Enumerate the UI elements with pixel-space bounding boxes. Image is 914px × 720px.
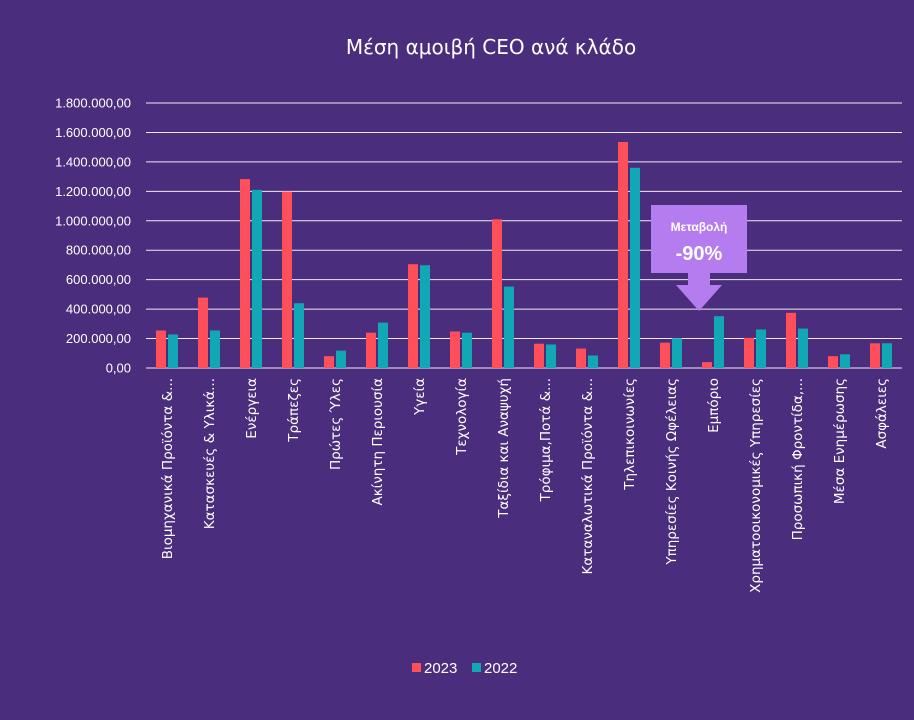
- bar-2022: [336, 350, 346, 368]
- callout-arrow: [676, 273, 722, 311]
- y-tick-label: 1.400.000,00: [55, 154, 131, 169]
- bar-2023: [492, 219, 502, 368]
- bar-2022: [672, 338, 682, 368]
- bar-2022: [210, 330, 220, 368]
- x-tick-label: Τηλεπικοινωνίες: [622, 378, 638, 491]
- bar-2023: [618, 142, 628, 368]
- bar-2023: [702, 362, 712, 368]
- x-tick-label: Εμπόριο: [706, 378, 722, 433]
- x-tick-label: Καταναλωτικά Προϊόντα &...: [580, 378, 596, 574]
- y-tick-label: 1.600.000,00: [55, 125, 131, 140]
- bar-2022: [462, 332, 472, 368]
- y-tick-label: 0,00: [106, 361, 131, 376]
- y-tick-label: 400.000,00: [66, 302, 131, 317]
- x-tick-label: Τεχνολογία: [454, 378, 470, 456]
- bar-2022: [588, 355, 598, 368]
- bar-2022: [798, 328, 808, 368]
- bar-2022: [630, 167, 640, 368]
- bar-2022: [168, 334, 178, 368]
- x-axis-labels: Βιομηχανικά Προϊόντα &... Κατασκευές & Υλ…: [160, 378, 890, 593]
- y-tick-label: 800.000,00: [66, 243, 131, 258]
- callout-box: [651, 205, 747, 273]
- bar-2022: [756, 329, 766, 368]
- bar-2023: [828, 356, 838, 368]
- x-tick-label: Βιομηχανικά Προϊόντα &...: [160, 378, 176, 559]
- bar-2022: [252, 189, 262, 368]
- bar-2023: [534, 343, 544, 368]
- bar-2023: [450, 331, 460, 368]
- chart-title: Μέση αμοιβή CEO ανά κλάδο: [346, 35, 636, 59]
- x-tick-label: Ακίνητη Περιουσία: [370, 378, 386, 506]
- y-tick-label: 200.000,00: [66, 331, 131, 346]
- x-tick-label: Πρώτες Ύλες: [328, 378, 344, 470]
- bar-2023: [324, 356, 334, 368]
- bar-2022: [840, 354, 850, 368]
- legend-label: 2023: [424, 660, 457, 677]
- change-callout: Μεταβολή -90%: [651, 205, 747, 311]
- bar-2023: [366, 332, 376, 368]
- x-tick-label: Τράπεζες: [286, 378, 302, 443]
- callout-value: -90%: [676, 243, 723, 265]
- bars: [156, 142, 892, 368]
- gridlines: [146, 102, 902, 369]
- legend-swatch-2023: [412, 663, 421, 672]
- x-tick-label: Υπηρεσίες Κοινής Ωφέλειας: [664, 378, 680, 566]
- bar-2022: [504, 286, 514, 368]
- bar-2023: [156, 330, 166, 368]
- y-tick-label: 1.000.000,00: [55, 213, 131, 228]
- x-tick-label: Ταξίδια και Αναψυχή: [496, 378, 512, 519]
- y-axis-ticks: 0,00 200.000,00 400.000,00 600.000,00 800.00…: [55, 96, 131, 376]
- bar-2022: [378, 322, 388, 368]
- x-tick-label: Υγεία: [412, 378, 428, 416]
- x-tick-label: Τρόφιμα,Ποτά &...: [538, 378, 554, 502]
- legend: 2023 2022: [412, 660, 517, 677]
- bar-2022: [546, 344, 556, 368]
- bar-2022: [420, 265, 430, 368]
- bar-2023: [408, 264, 418, 368]
- y-tick-label: 1.200.000,00: [55, 184, 131, 199]
- x-tick-label: Ενέργεια: [244, 378, 260, 439]
- legend-swatch-2022: [472, 663, 481, 672]
- bar-2023: [660, 342, 670, 368]
- bar-2022: [882, 343, 892, 368]
- bar-2023: [282, 191, 292, 368]
- x-tick-label: Προσωπική Φροντίδα,...: [790, 378, 806, 540]
- x-tick-label: Ασφάλειες: [874, 378, 890, 449]
- bar-2023: [744, 337, 754, 368]
- x-tick-label: Χρηματοοικονομικές Υπηρεσίες: [748, 378, 764, 593]
- y-tick-label: 600.000,00: [66, 272, 131, 287]
- bar-2023: [786, 312, 796, 368]
- x-tick-label: Κατασκευές & Υλικά...: [202, 378, 218, 529]
- bar-2023: [240, 179, 250, 368]
- bar-2022: [294, 303, 304, 368]
- y-tick-label: 1.800.000,00: [55, 96, 131, 111]
- callout-title: Μεταβολή: [671, 220, 728, 234]
- legend-label: 2022: [484, 660, 517, 677]
- x-tick-label: Μέσα Ενημέρωσης: [832, 378, 848, 504]
- bar-2023: [870, 343, 880, 368]
- bar-2023: [576, 348, 586, 368]
- bar-2022: [714, 316, 724, 368]
- bar-2023: [198, 297, 208, 368]
